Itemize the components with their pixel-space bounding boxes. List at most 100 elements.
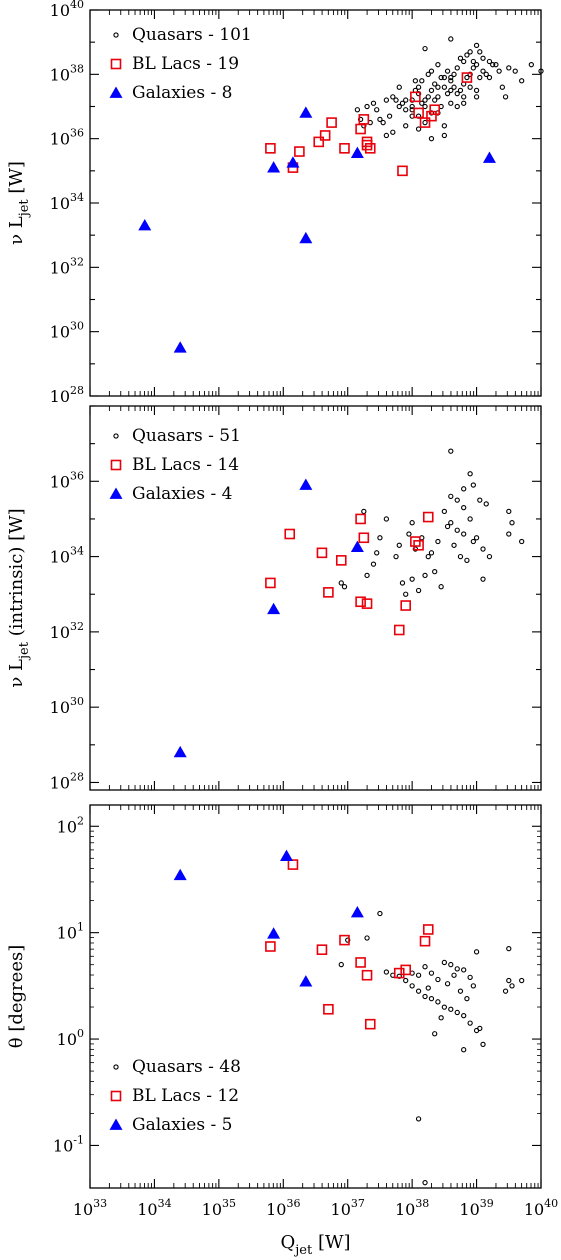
x-tick-label: 1040	[524, 1197, 558, 1219]
data-point-circle	[454, 966, 460, 972]
data-point-square	[393, 624, 405, 636]
data-point-circle	[438, 74, 444, 81]
data-point-circle	[406, 531, 412, 537]
legend-label: Galaxies - 4	[132, 484, 232, 504]
legend-label: BL Lacs - 12	[132, 1086, 239, 1106]
data-point-circle	[415, 1116, 422, 1122]
data-point-circle	[425, 94, 431, 100]
data-point-circle	[464, 52, 470, 58]
data-point-circle	[470, 482, 476, 488]
y-tick-label: 1034	[50, 191, 84, 213]
data-point-circle	[428, 87, 435, 94]
data-point-circle	[432, 1031, 438, 1037]
data-point-circle	[467, 84, 473, 90]
y-axis-label: θ [degrees]	[6, 945, 27, 1048]
legend-item: Galaxies - 5	[109, 1115, 232, 1135]
legend-marker-circle	[113, 1064, 119, 1070]
data-point-circle	[473, 94, 480, 100]
data-point-triangle	[138, 219, 152, 231]
data-point-square	[361, 139, 373, 151]
x-tick-label: 1035	[202, 1197, 236, 1219]
data-point-circle	[435, 999, 441, 1005]
series-triangle	[138, 106, 496, 353]
data-point-circle	[502, 988, 509, 994]
data-point-circle	[448, 493, 454, 500]
data-point-circle	[467, 974, 473, 980]
data-point-circle	[399, 100, 406, 106]
data-point-circle	[528, 62, 534, 68]
data-point-circle	[477, 1025, 483, 1032]
data-point-circle	[467, 516, 473, 522]
data-point-circle	[454, 497, 460, 503]
data-point-circle	[396, 542, 402, 548]
data-point-circle	[538, 68, 544, 74]
data-point-circle	[409, 97, 415, 103]
y-tick-label: 1034	[50, 545, 84, 567]
data-point-square	[316, 547, 328, 559]
data-point-square	[265, 577, 276, 589]
legend-marker-triangle	[109, 1118, 123, 1130]
data-point-circle	[473, 535, 480, 541]
data-point-circle	[480, 576, 486, 582]
data-point-circle	[422, 103, 428, 110]
data-point-circle	[470, 538, 476, 545]
data-point-circle	[364, 572, 370, 579]
data-point-square	[358, 114, 370, 125]
data-point-circle	[432, 81, 438, 87]
data-point-circle	[432, 568, 438, 575]
data-point-circle	[403, 977, 409, 984]
data-point-circle	[338, 580, 344, 586]
data-point-square	[284, 528, 296, 540]
data-point-circle	[428, 550, 435, 556]
data-point-circle	[448, 87, 454, 94]
data-point-circle	[441, 84, 448, 90]
data-point-circle	[374, 107, 380, 113]
data-point-circle	[438, 1015, 444, 1021]
data-point-circle	[415, 84, 422, 90]
series-square	[265, 72, 473, 177]
data-point-circle	[377, 910, 383, 917]
panel-bottom: 10-1 100 101 102 1033 1034 1035 1036 1037 1038 103…	[6, 804, 558, 1258]
data-point-circle	[435, 84, 441, 90]
data-point-circle	[461, 100, 467, 106]
data-point-circle	[345, 937, 351, 943]
y-tick-label: 1032	[50, 255, 84, 277]
data-point-circle	[506, 531, 512, 537]
data-point-circle	[464, 995, 470, 1002]
data-point-circle	[399, 580, 406, 586]
data-point-circle	[451, 972, 457, 978]
data-point-circle	[380, 119, 386, 126]
data-point-circle	[448, 520, 454, 526]
data-point-square	[364, 143, 376, 154]
data-point-circle	[370, 561, 377, 567]
data-point-circle	[396, 84, 402, 90]
data-point-square	[319, 130, 331, 141]
data-point-circle	[490, 62, 496, 68]
data-point-square	[422, 511, 434, 523]
data-point-circle	[409, 103, 415, 110]
series-triangle	[173, 849, 364, 987]
data-point-circle	[473, 87, 480, 94]
x-tick-label: 1034	[137, 1197, 171, 1219]
data-point-triangle	[299, 231, 313, 244]
data-point-circle	[448, 78, 454, 84]
data-point-circle	[438, 584, 444, 590]
data-point-circle	[470, 58, 476, 65]
data-point-circle	[374, 550, 380, 556]
data-point-circle	[461, 967, 467, 973]
series-circle	[338, 910, 525, 1186]
data-point-circle	[480, 1041, 486, 1048]
legend-marker-circle	[113, 32, 119, 38]
data-point-circle	[393, 97, 399, 103]
data-point-circle	[422, 45, 428, 52]
data-point-circle	[467, 49, 473, 55]
data-point-circle	[403, 123, 409, 129]
legend-item: Galaxies - 4	[109, 484, 232, 504]
legend-item: Quasars - 51	[113, 426, 241, 446]
data-point-circle	[341, 584, 348, 590]
data-point-circle	[435, 94, 441, 100]
data-point-circle	[454, 527, 460, 533]
panel-middle: 1028 1030 1032 1034 1036 ν Ljet (intrinsic) […	[6, 405, 542, 792]
data-point-triangle	[350, 905, 364, 918]
data-point-circle	[435, 538, 441, 545]
